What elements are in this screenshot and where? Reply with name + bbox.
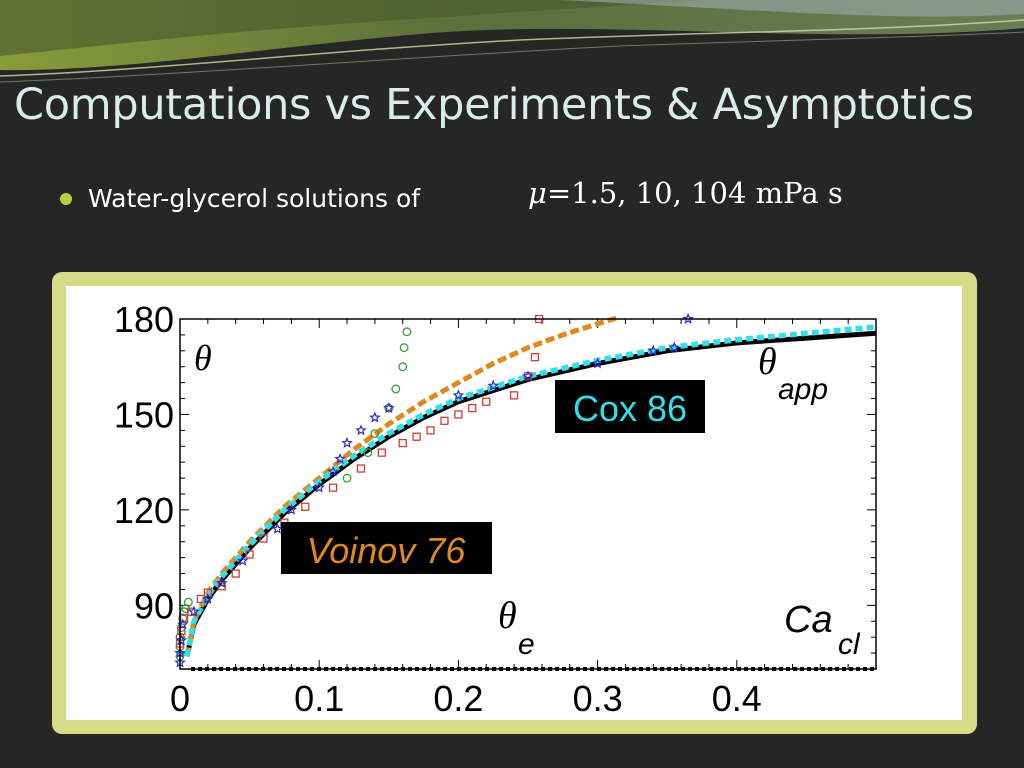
exp_blue-point	[334, 452, 346, 464]
bullet-item: Water-glycerol solutions of μ=1.5, 10, 1…	[58, 176, 958, 224]
exp_red-point	[412, 432, 421, 441]
ca-subscript: cl	[838, 628, 861, 661]
experimental-markers	[174, 312, 694, 668]
bullet-text: Water-glycerol solutions of	[88, 184, 421, 213]
exp_red-point	[509, 391, 519, 400]
viscosity-values: =1.5, 10, 104 mPa s	[546, 176, 843, 210]
theta-e-subscript: e	[518, 628, 535, 661]
voinov-callout-label: Voinov 76	[307, 530, 467, 571]
x-tick-label: 0	[170, 678, 190, 719]
y-tick-label: 180	[114, 299, 174, 340]
theta-app-subscript: app	[778, 373, 828, 406]
exp_green-point	[402, 327, 412, 337]
exp_green-point	[363, 448, 373, 458]
exp_red-point	[245, 550, 254, 559]
exp_red-point	[398, 438, 407, 448]
voinov-callout: Voinov 76	[281, 522, 492, 574]
theta-e-label: θ	[498, 595, 517, 637]
exp_blue-point	[591, 357, 604, 369]
cox-callout: Cox 86	[555, 380, 705, 433]
y-tick-label: 90	[134, 585, 174, 626]
bullet-dot-icon	[60, 193, 72, 205]
exp_blue-point	[285, 503, 298, 515]
x-tick-label: 0.2	[433, 678, 483, 719]
header-banner	[0, 0, 1024, 95]
cox-callout-label: Cox 86	[573, 388, 687, 429]
slide-title: Computations vs Experiments & Asymptotic…	[14, 80, 974, 130]
exp_green-point	[183, 597, 193, 607]
exp_red-point	[454, 410, 463, 419]
exp_red-point	[468, 403, 477, 413]
mu-symbol: μ	[528, 176, 547, 210]
theta-app-label: θ	[758, 341, 777, 383]
x-tick-label: 0.1	[294, 678, 344, 719]
exp_red-point	[482, 397, 491, 406]
exp_red-point	[259, 534, 268, 543]
exp_red-point	[231, 569, 240, 578]
exp_blue-point	[682, 312, 694, 324]
exp_blue-point	[452, 389, 465, 401]
exp_green-point	[342, 473, 352, 483]
exp_blue-point	[236, 554, 249, 566]
exp_red-point	[356, 464, 366, 473]
exp_red-point	[440, 416, 449, 425]
y-tick-label: 150	[114, 394, 174, 435]
exp_blue-point	[647, 344, 660, 356]
x-tick-label: 0.3	[573, 678, 623, 719]
exp_blue-point	[382, 402, 395, 413]
exp_blue-point	[271, 522, 284, 534]
x-tick-label: 0.4	[712, 678, 762, 719]
exp_red-point	[377, 448, 386, 457]
chart-panel	[66, 286, 962, 720]
viscosity-formula: μ=1.5, 10, 104 mPa s	[528, 176, 843, 210]
exp_red-point	[217, 582, 226, 591]
plot-frame	[179, 318, 877, 670]
exp_red-point	[301, 502, 310, 511]
exp_green-point	[391, 384, 401, 394]
y-tick-label: 120	[114, 490, 174, 531]
exp_blue-point	[327, 465, 339, 477]
exp_red-point	[530, 353, 540, 362]
tick-labels: 0 0.1 0.2 0.3 0.4 90 120 150 180	[114, 299, 762, 719]
exp_blue-point	[202, 592, 214, 604]
exp_blue-point	[668, 341, 680, 353]
theta-label: θ	[194, 338, 212, 378]
exp_green-point	[398, 362, 408, 372]
exp_green-point	[399, 343, 409, 353]
cox-curve	[184, 324, 877, 657]
exp_red-point	[328, 483, 338, 492]
exp_blue-point	[188, 605, 200, 617]
exp_blue-point	[369, 411, 381, 423]
exp_blue-point	[341, 437, 353, 448]
exp_blue-point	[522, 370, 534, 382]
exp_blue-point	[313, 481, 325, 493]
exp_green-point	[370, 429, 380, 438]
exp_blue-point	[216, 577, 228, 588]
exp_red-point	[426, 426, 435, 435]
exp_blue-point	[175, 634, 188, 646]
exp_blue-point	[487, 379, 500, 391]
exp_blue-point	[355, 424, 367, 436]
ca-label: Ca	[784, 599, 833, 641]
